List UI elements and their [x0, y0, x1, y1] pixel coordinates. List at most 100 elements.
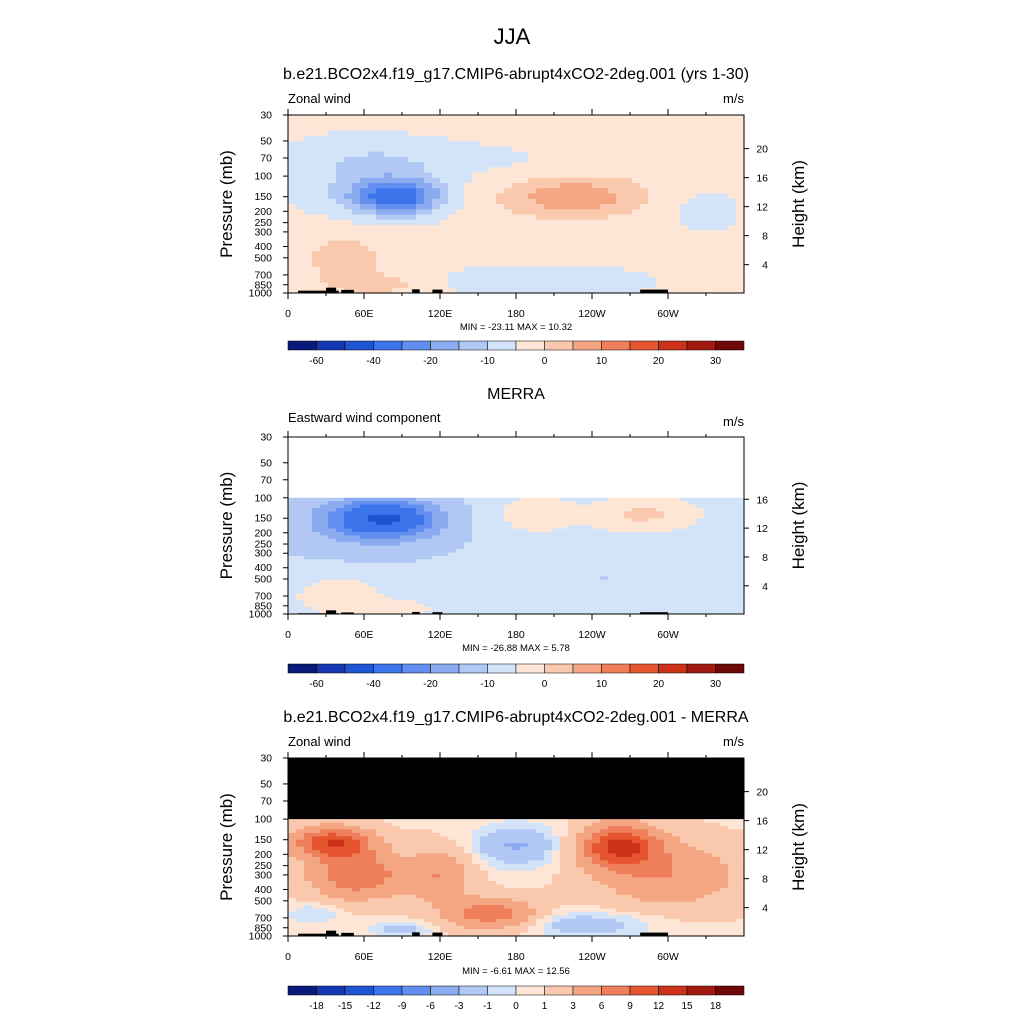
field-cell	[408, 514, 417, 519]
field-cell	[480, 579, 489, 584]
field-cell	[576, 183, 585, 189]
field-cell	[672, 552, 681, 557]
field-cell	[368, 867, 377, 872]
field-cell	[608, 853, 617, 858]
field-cell	[552, 542, 561, 547]
field-cell	[712, 552, 721, 557]
field-cell	[576, 521, 585, 526]
field-cell	[656, 504, 665, 509]
field-cell	[680, 120, 689, 127]
field-cell	[512, 518, 521, 523]
field-cell	[328, 183, 337, 189]
field-cell	[360, 870, 369, 875]
field-cell	[568, 836, 577, 841]
field-cell	[352, 204, 361, 210]
field-cell	[672, 863, 681, 868]
field-cell	[536, 277, 545, 284]
field-cell	[456, 542, 465, 547]
field-cell	[368, 287, 377, 294]
field-cell	[560, 853, 569, 858]
field-cell	[704, 115, 713, 121]
field-cell	[296, 162, 305, 168]
field-cell	[616, 572, 625, 577]
field-cell	[688, 836, 697, 841]
field-cell	[304, 511, 313, 516]
field-cell	[672, 141, 681, 148]
field-cell	[304, 272, 313, 278]
field-cell	[392, 282, 401, 289]
field-cell	[664, 860, 673, 865]
field-cell	[552, 836, 561, 841]
field-cell	[416, 836, 425, 841]
field-cell	[656, 839, 665, 844]
field-cell	[488, 531, 497, 536]
field-cell	[328, 204, 337, 210]
field-cell	[512, 593, 521, 598]
field-cell	[728, 579, 737, 584]
field-cell	[568, 856, 577, 861]
field-cell	[480, 538, 489, 543]
field-cell	[328, 579, 337, 584]
field-cell	[312, 193, 321, 200]
field-cell	[600, 832, 609, 837]
field-cell	[712, 219, 721, 226]
field-cell	[296, 508, 305, 513]
field-cell	[408, 141, 417, 148]
field-cell	[352, 860, 361, 865]
field-cell	[712, 501, 721, 506]
field-cell	[528, 853, 537, 858]
field-cell	[584, 521, 593, 526]
field-cell	[416, 867, 425, 872]
field-cell	[632, 856, 641, 861]
field-cell	[360, 183, 369, 189]
field-cell	[288, 219, 297, 226]
field-cell	[448, 555, 457, 560]
field-cell	[560, 219, 569, 226]
colorbar-swatch	[572, 340, 602, 351]
field-cell	[344, 596, 353, 601]
field-cell	[632, 610, 641, 615]
field-cell	[392, 146, 401, 153]
field-cell	[576, 235, 585, 242]
field-cell	[432, 549, 441, 554]
field-cell	[424, 130, 433, 137]
field-cell	[664, 566, 673, 571]
field-cell	[624, 251, 633, 257]
field-cell	[624, 115, 633, 121]
field-cell	[648, 555, 657, 560]
field-cell	[352, 832, 361, 837]
field-cell	[656, 535, 665, 540]
field-cell	[680, 572, 689, 577]
field-cell	[584, 870, 593, 875]
contour-field	[288, 497, 745, 615]
field-cell	[288, 856, 297, 861]
field-cell	[632, 853, 641, 858]
field-cell	[312, 867, 321, 872]
field-cell	[568, 819, 577, 824]
field-cell	[320, 610, 329, 615]
field-cell	[608, 130, 617, 137]
field-cell	[712, 867, 721, 872]
colorbar-swatch	[487, 340, 517, 351]
field-cell	[368, 198, 377, 205]
field-cell	[456, 843, 465, 848]
field-cell	[608, 261, 617, 268]
field-cell	[352, 251, 361, 257]
field-cell	[368, 177, 377, 184]
field-cell	[496, 156, 505, 163]
field-cell	[312, 860, 321, 865]
field-cell	[512, 860, 521, 865]
field-cell	[648, 860, 657, 865]
field-cell	[672, 287, 681, 294]
field-cell	[304, 266, 313, 273]
field-cell	[672, 569, 681, 574]
field-cell	[400, 151, 409, 158]
field-cell	[648, 596, 657, 601]
field-cell	[320, 115, 329, 121]
field-cell	[688, 151, 697, 158]
field-cell	[408, 245, 417, 252]
field-cell	[352, 528, 361, 533]
field-cell	[584, 825, 593, 831]
field-cell	[584, 256, 593, 263]
field-cell	[408, 518, 417, 523]
